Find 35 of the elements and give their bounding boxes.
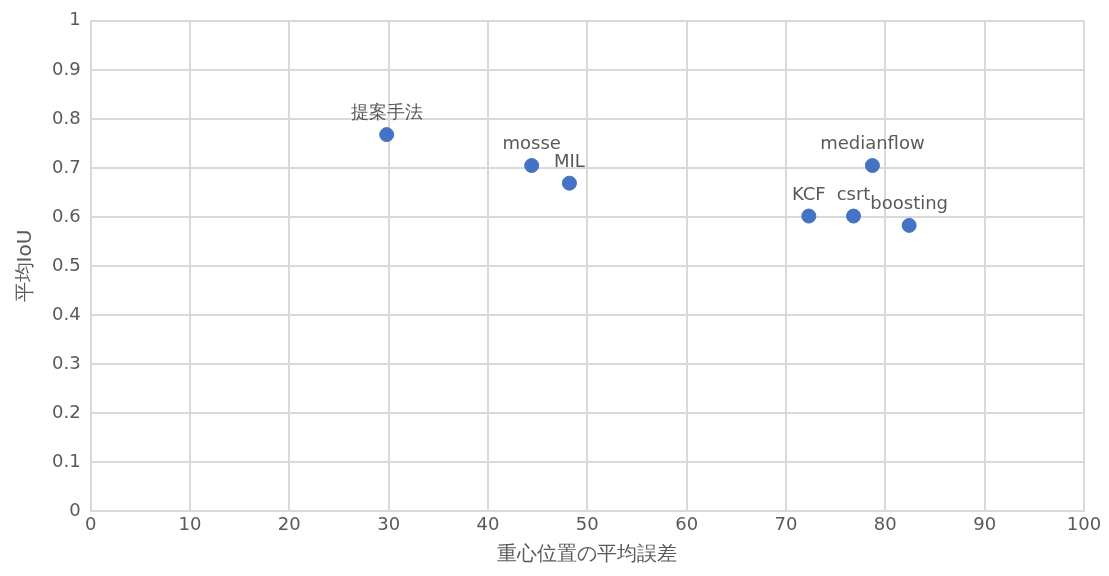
y-tick-label: 0.5 [51, 253, 81, 275]
y-tick-label: 1 [69, 8, 81, 30]
x-tick-label: 50 [575, 512, 599, 534]
point [801, 208, 817, 224]
x-tick-label: 40 [476, 512, 500, 534]
x-tick-label: 80 [873, 512, 897, 534]
annotation: KCF [791, 182, 826, 204]
x-tick-label: 60 [675, 512, 699, 534]
y-tick-label: 0.9 [51, 57, 81, 79]
y-tick-label: 0.8 [51, 106, 81, 128]
y-tick-label: 0.6 [51, 204, 81, 226]
point [561, 175, 577, 191]
annotation: boosting [870, 192, 949, 214]
y-tick-label: 0.3 [51, 351, 81, 373]
point [846, 208, 862, 224]
x-axis-title: 重心位置の平均誤差 [497, 541, 678, 566]
y-tick-label: 0.1 [51, 450, 81, 472]
x-tick-label: 100 [1066, 512, 1102, 534]
y-tick-label: 0.4 [51, 302, 81, 324]
point [864, 158, 880, 174]
point [524, 158, 540, 174]
x-tick-label: 70 [774, 512, 798, 534]
x-tick-label: 10 [178, 512, 202, 534]
y-tick-label: 0.2 [51, 400, 81, 422]
y-axis-title: 平均IoU [12, 229, 37, 303]
x-tick-label: 0 [84, 512, 97, 534]
x-tick-label: 30 [377, 512, 401, 534]
annotation: csrt [836, 182, 871, 204]
annotation: 提案手法 [350, 101, 423, 123]
point [901, 217, 917, 233]
x-tick-label: 90 [973, 512, 997, 534]
x-tick-label: 20 [277, 512, 301, 534]
annotation: medianflow [820, 132, 925, 154]
y-tick-label: 0.7 [51, 155, 81, 177]
point [379, 127, 395, 143]
